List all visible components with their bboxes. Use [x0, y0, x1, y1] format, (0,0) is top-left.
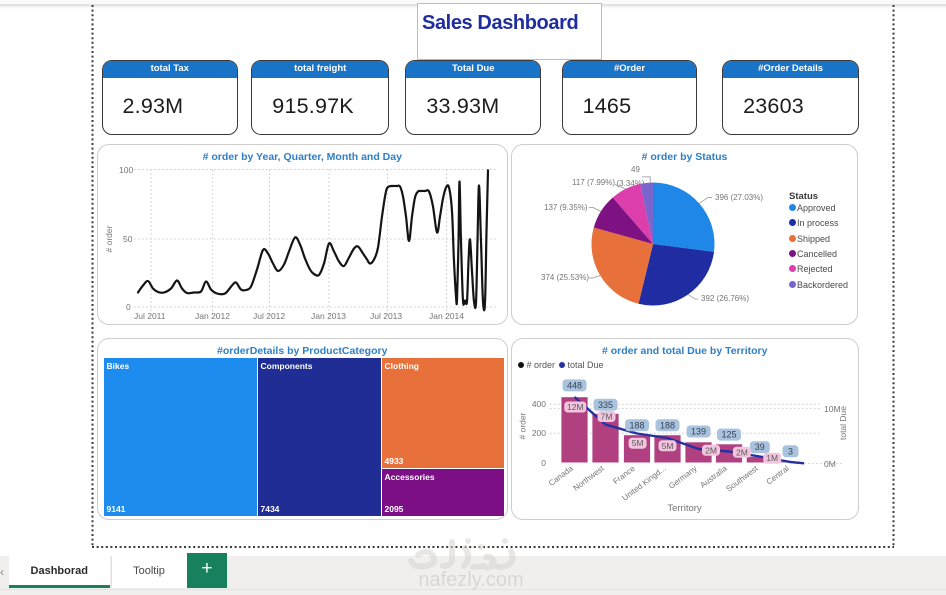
svg-text:188: 188	[629, 420, 644, 430]
svg-text:12M: 12M	[567, 402, 584, 412]
svg-text:2M: 2M	[736, 447, 748, 457]
svg-text:5M: 5M	[632, 438, 644, 448]
svg-text:2M: 2M	[705, 445, 717, 455]
svg-text:125: 125	[721, 430, 736, 440]
svg-text:139: 139	[691, 427, 706, 437]
svg-text:3: 3	[788, 446, 793, 456]
svg-text:5M: 5M	[662, 441, 674, 451]
svg-text:1M: 1M	[766, 453, 778, 463]
svg-text:335: 335	[598, 400, 613, 410]
svg-text:39: 39	[755, 442, 765, 452]
svg-text:188: 188	[660, 420, 675, 430]
svg-text:7M: 7M	[601, 412, 613, 422]
svg-text:448: 448	[567, 380, 582, 390]
